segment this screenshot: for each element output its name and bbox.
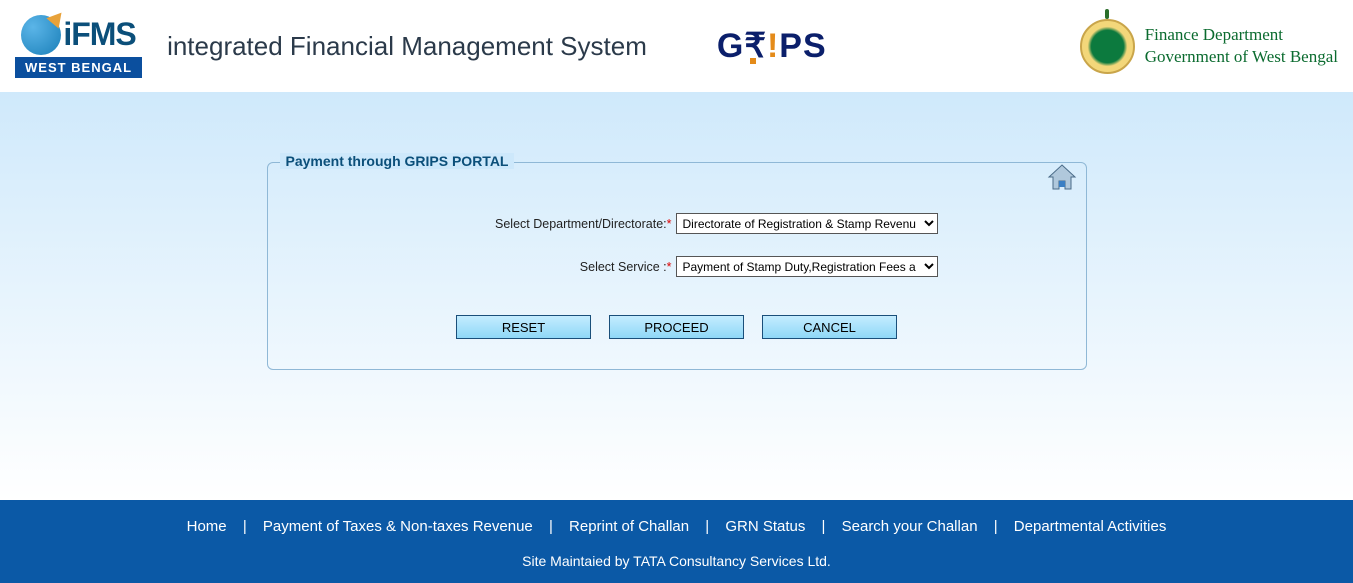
footer-link-reprint[interactable]: Reprint of Challan — [569, 518, 689, 535]
label-service: Select Service :* — [416, 260, 676, 274]
label-department-text: Select Department/Directorate: — [495, 217, 667, 231]
label-service-text: Select Service : — [580, 260, 667, 274]
globe-icon — [21, 15, 61, 55]
ifms-logo: iFMS WEST BENGAL — [15, 15, 142, 78]
page-footer: Home | Payment of Taxes & Non-taxes Reve… — [0, 500, 1353, 583]
footer-link-home[interactable]: Home — [187, 518, 227, 535]
ifms-region-badge: WEST BENGAL — [15, 57, 142, 78]
footer-sep: | — [822, 518, 826, 535]
dept-line1: Finance Department — [1145, 24, 1338, 46]
dept-text: Finance Department Government of West Be… — [1145, 24, 1338, 68]
grips-excl: ! — [767, 27, 779, 66]
grips-ps: PS — [779, 27, 826, 66]
footer-link-dept[interactable]: Departmental Activities — [1014, 518, 1167, 535]
main-area: Payment through GRIPS PORTAL Select Depa… — [0, 92, 1353, 500]
rupee-icon: ₹ — [744, 26, 767, 66]
required-marker: * — [667, 260, 672, 274]
system-title: integrated Financial Management System — [167, 31, 647, 62]
cancel-button[interactable]: CANCEL — [762, 315, 897, 339]
required-marker: * — [667, 217, 672, 231]
payment-panel: Payment through GRIPS PORTAL Select Depa… — [267, 162, 1087, 370]
select-department[interactable]: Directorate of Registration & Stamp Reve… — [676, 213, 938, 234]
footer-link-search[interactable]: Search your Challan — [842, 518, 978, 535]
footer-sep: | — [705, 518, 709, 535]
reset-button[interactable]: RESET — [456, 315, 591, 339]
ifms-logo-top: iFMS — [21, 15, 135, 55]
footer-credit: Site Maintaied by TATA Consultancy Servi… — [0, 553, 1353, 569]
label-department: Select Department/Directorate:* — [416, 217, 676, 231]
footer-link-payment[interactable]: Payment of Taxes & Non-taxes Revenue — [263, 518, 533, 535]
grips-logo: G₹!PS — [717, 26, 827, 66]
wb-seal-icon — [1080, 19, 1135, 74]
footer-sep: | — [994, 518, 998, 535]
button-row: RESET PROCEED CANCEL — [288, 315, 1066, 339]
panel-legend: Payment through GRIPS PORTAL — [280, 153, 515, 169]
footer-sep: | — [549, 518, 553, 535]
row-department: Select Department/Directorate:* Director… — [288, 213, 1066, 234]
footer-sep: | — [243, 518, 247, 535]
ifms-text: iFMS — [63, 16, 135, 53]
page-header: iFMS WEST BENGAL integrated Financial Ma… — [0, 0, 1353, 92]
footer-links: Home | Payment of Taxes & Non-taxes Reve… — [0, 518, 1353, 535]
row-service: Select Service :* Payment of Stamp Duty,… — [288, 256, 1066, 277]
select-service[interactable]: Payment of Stamp Duty,Registration Fees … — [676, 256, 938, 277]
grips-g: G — [717, 27, 744, 66]
dept-line2: Government of West Bengal — [1145, 46, 1338, 68]
proceed-button[interactable]: PROCEED — [609, 315, 744, 339]
footer-link-grn[interactable]: GRN Status — [725, 518, 805, 535]
